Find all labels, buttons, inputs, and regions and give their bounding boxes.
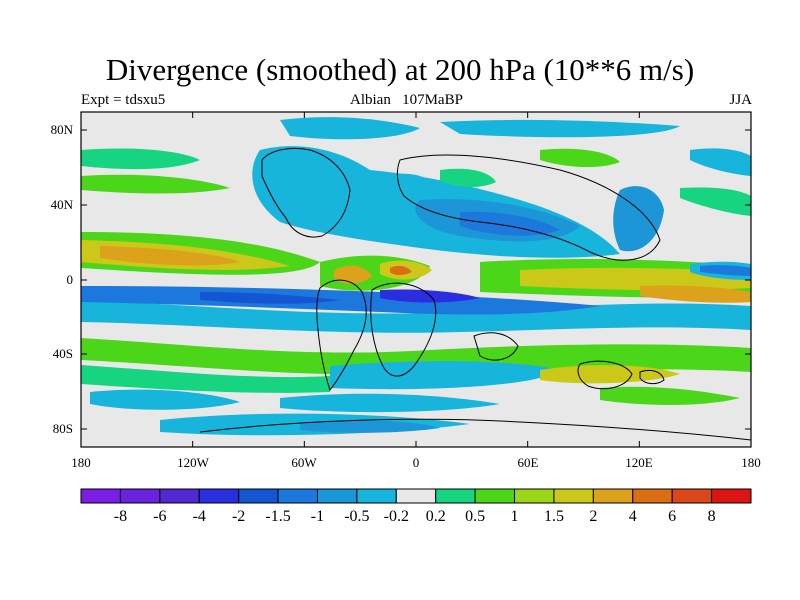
coastline-india xyxy=(473,332,519,361)
colorbar-label: 0.2 xyxy=(426,508,446,525)
map-title: Divergence (smoothed) at 200 hPa (10**6 … xyxy=(105,52,695,87)
contour-band xyxy=(613,186,664,252)
colorbar-label: 8 xyxy=(708,508,716,525)
lat-label: 40N xyxy=(51,197,74,212)
contour-band xyxy=(380,173,436,195)
contour-band xyxy=(640,285,751,303)
colorbar-label: -4 xyxy=(193,508,206,525)
colorbar-label: 2 xyxy=(589,508,597,525)
colorbar-label: 6 xyxy=(668,508,676,525)
coastline-south-america xyxy=(316,279,367,392)
contour-band xyxy=(81,365,330,393)
lon-label: 60E xyxy=(518,455,539,470)
contour-band xyxy=(600,386,740,405)
contour-band xyxy=(330,361,560,390)
contour-band xyxy=(280,393,500,413)
colorbar-label: -1 xyxy=(311,508,324,525)
lat-label: 80N xyxy=(51,122,74,137)
colorbar-label: 1 xyxy=(511,508,519,525)
contour-band xyxy=(460,211,560,236)
lon-label: 120W xyxy=(177,455,210,470)
coastline-eurasia xyxy=(396,154,661,261)
contour-band xyxy=(540,148,620,168)
contour-band xyxy=(81,174,230,194)
contour-band xyxy=(520,267,751,291)
colorbar-swatch xyxy=(395,488,437,504)
divergence-map: 80N 40N 0 40S 80S 180 120W 60W 0 60E 120… xyxy=(51,111,761,470)
colorbar-swatch xyxy=(711,488,752,504)
contour-band xyxy=(700,265,751,276)
contour-band xyxy=(390,265,412,275)
colorbar-label: 0.5 xyxy=(465,508,485,525)
colorbar-label: -1.5 xyxy=(265,508,290,525)
lon-label: 60W xyxy=(291,455,317,470)
colorbar-swatch xyxy=(238,488,279,504)
lat-label: 40S xyxy=(53,346,73,361)
axis-ticks xyxy=(80,112,752,447)
contour-band xyxy=(440,119,680,138)
contour-band xyxy=(90,389,240,410)
lat-label: 80S xyxy=(53,421,73,436)
coastline-north-america xyxy=(261,147,351,238)
colorbar-swatch xyxy=(277,488,318,504)
lon-label: 180 xyxy=(71,455,91,470)
colorbar-swatch xyxy=(514,488,555,504)
contour-band xyxy=(200,292,340,304)
colorbar-swatch xyxy=(632,488,673,504)
colorbar-label: -6 xyxy=(153,508,166,525)
colorbar-swatch xyxy=(356,488,397,504)
colorbar-label: -0.2 xyxy=(384,508,409,525)
contour-band xyxy=(280,117,420,140)
period-label: Albian 107MaBP xyxy=(350,92,463,108)
contour-band xyxy=(334,265,372,284)
contour-band xyxy=(81,148,200,170)
coastline-island xyxy=(639,369,665,385)
colorbar-label: 4 xyxy=(629,508,637,525)
experiment-label: Expt = tdsxu5 xyxy=(81,92,166,108)
colorbar-swatch xyxy=(119,488,161,504)
coastline-africa xyxy=(370,282,437,377)
contour-band xyxy=(680,187,751,216)
colorbar-swatch xyxy=(435,488,476,504)
colorbar-swatch xyxy=(553,488,594,504)
colorbar-swatch xyxy=(592,488,634,504)
contour-band xyxy=(690,148,751,176)
colorbar-swatch xyxy=(474,488,516,504)
lon-label: 180 xyxy=(741,455,761,470)
lon-label: 0 xyxy=(413,455,420,470)
season-label: JJA xyxy=(729,92,752,108)
colorbar-label: -0.5 xyxy=(344,508,369,525)
lon-label: 120E xyxy=(625,455,653,470)
colorbar-swatch xyxy=(80,488,121,504)
coastline-australia xyxy=(577,360,633,390)
colorbar-swatch xyxy=(316,488,358,504)
contour-band xyxy=(300,420,440,433)
coastlines xyxy=(199,147,751,441)
colorbar-swatch xyxy=(671,488,713,504)
contour-band xyxy=(540,365,680,384)
lat-label: 0 xyxy=(67,272,74,287)
colorbar-label: 1.5 xyxy=(544,508,564,525)
coastline-antarctica xyxy=(199,418,751,441)
colorbar-label: -8 xyxy=(114,508,127,525)
colorbar-swatch xyxy=(198,488,240,504)
colorbar-swatch xyxy=(159,488,200,504)
contour-band xyxy=(100,246,240,266)
colorbar-label: -2 xyxy=(232,508,245,525)
contour-band xyxy=(440,168,496,188)
